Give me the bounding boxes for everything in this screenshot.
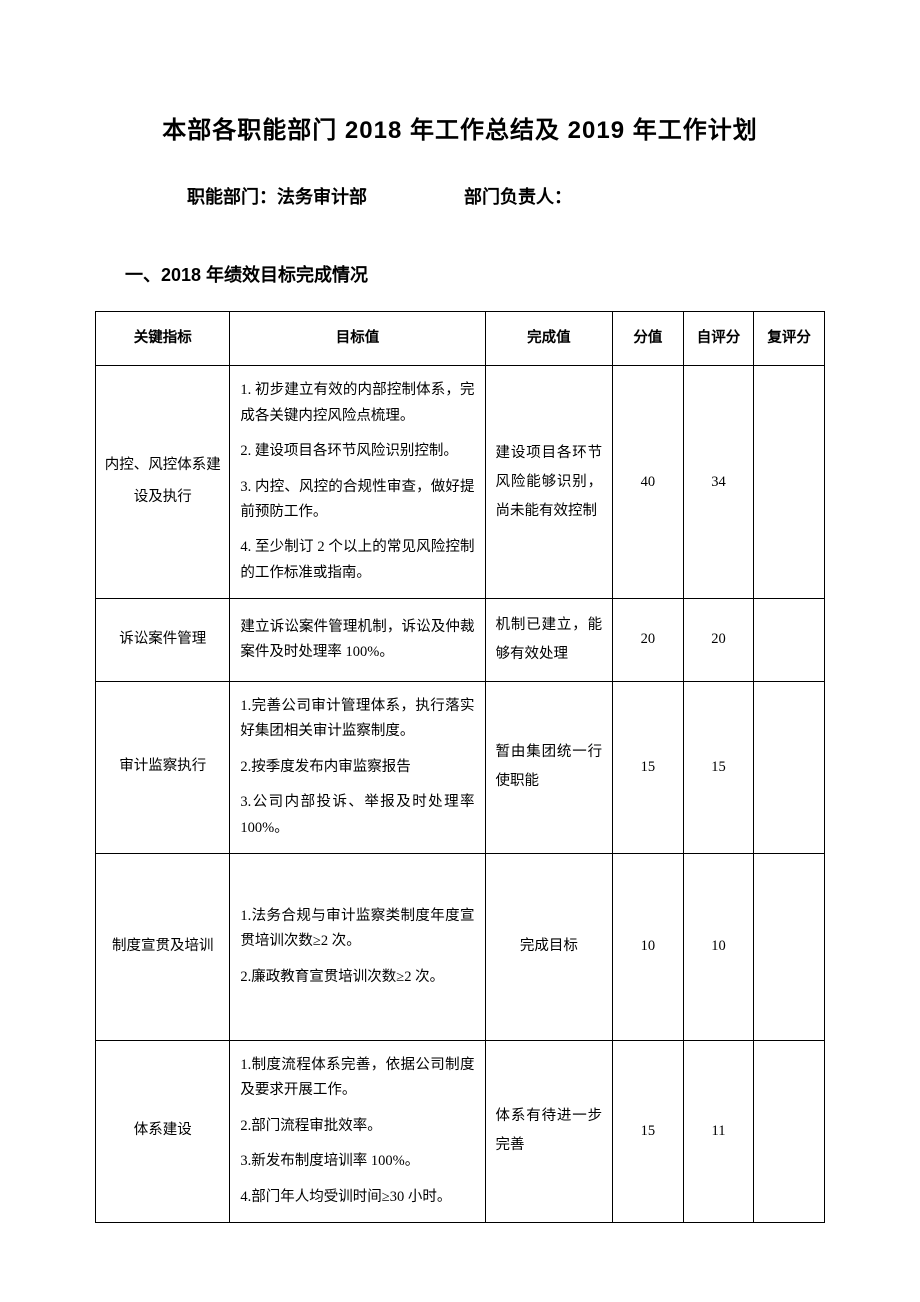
leader-field: 部门负责人： (464, 187, 572, 207)
table-row: 制度宣贯及培训1.法务合规与审计监察类制度年度宣贯培训次数≥2 次。 2.廉政教育… (96, 853, 825, 1040)
target-item: 2.廉政教育宣贯培训次数≥2 次。 (240, 965, 474, 990)
score-cell: 15 (613, 682, 684, 854)
dept-label: 职能部门： (187, 187, 277, 207)
table-row: 体系建设1.制度流程体系完善，依据公司制度及要求开展工作。 2.部门流程审批效率。… (96, 1041, 825, 1223)
target-item: 2. 建设项目各环节风险识别控制。 (240, 439, 474, 464)
target-cell: 建立诉讼案件管理机制，诉讼及仲裁案件及时处理率 100%。 (230, 599, 485, 682)
col-header-indicator: 关键指标 (96, 312, 230, 366)
score-cell: 10 (613, 853, 684, 1040)
subtitle-row: 职能部门：法务审计部 部门负责人： (95, 183, 825, 209)
section-1-heading: 一、2018 年绩效目标完成情况 (95, 261, 825, 287)
target-item: 1. 初步建立有效的内部控制体系，完成各关键内控风险点梳理。 (240, 378, 474, 429)
target-item: 建立诉讼案件管理机制，诉讼及仲裁案件及时处理率 100%。 (240, 615, 474, 666)
target-item: 1.完善公司审计管理体系，执行落实好集团相关审计监察制度。 (240, 694, 474, 745)
indicator-cell: 体系建设 (96, 1041, 230, 1223)
document-title: 本部各职能部门 2018 年工作总结及 2019 年工作计划 (95, 110, 825, 145)
target-cell: 1.法务合规与审计监察类制度年度宣贯培训次数≥2 次。 2.廉政教育宣贯培训次数≥… (230, 853, 485, 1040)
target-item: 1.法务合规与审计监察类制度年度宣贯培训次数≥2 次。 (240, 904, 474, 955)
self-score-cell: 20 (683, 599, 754, 682)
table-row: 诉讼案件管理建立诉讼案件管理机制，诉讼及仲裁案件及时处理率 100%。机制已建立… (96, 599, 825, 682)
target-item: 3.新发布制度培训率 100%。 (240, 1149, 474, 1174)
leader-label: 部门负责人： (464, 187, 572, 207)
indicator-cell: 诉讼案件管理 (96, 599, 230, 682)
complete-cell: 暂由集团统一行使职能 (485, 682, 613, 854)
score-cell: 15 (613, 1041, 684, 1223)
review-score-cell (754, 599, 825, 682)
complete-cell: 完成目标 (485, 853, 613, 1040)
target-item: 3. 内控、风控的合规性审查，做好提前预防工作。 (240, 475, 474, 526)
table-row: 审计监察执行1.完善公司审计管理体系，执行落实好集团相关审计监察制度。 2.按季度… (96, 682, 825, 854)
table-header-row: 关键指标 目标值 完成值 分值 自评分 复评分 (96, 312, 825, 366)
review-score-cell (754, 682, 825, 854)
performance-table: 关键指标 目标值 完成值 分值 自评分 复评分 内控、风控体系建设及执行1. 初… (95, 311, 825, 1223)
target-item: 4.部门年人均受训时间≥30 小时。 (240, 1185, 474, 1210)
target-item: 2.按季度发布内审监察报告 (240, 755, 474, 780)
target-item: 1.制度流程体系完善，依据公司制度及要求开展工作。 (240, 1053, 474, 1104)
review-score-cell (754, 366, 825, 599)
complete-cell: 机制已建立，能够有效处理 (485, 599, 613, 682)
target-item: 2.部门流程审批效率。 (240, 1114, 474, 1139)
table-row: 内控、风控体系建设及执行1. 初步建立有效的内部控制体系，完成各关键内控风险点梳… (96, 366, 825, 599)
indicator-cell: 制度宣贯及培训 (96, 853, 230, 1040)
complete-cell: 建设项目各环节风险能够识别，尚未能有效控制 (485, 366, 613, 599)
target-item: 3.公司内部投诉、举报及时处理率100%。 (240, 790, 474, 841)
target-cell: 1. 初步建立有效的内部控制体系，完成各关键内控风险点梳理。 2. 建设项目各环节… (230, 366, 485, 599)
col-header-complete: 完成值 (485, 312, 613, 366)
self-score-cell: 15 (683, 682, 754, 854)
review-score-cell (754, 853, 825, 1040)
indicator-cell: 审计监察执行 (96, 682, 230, 854)
col-header-review: 复评分 (754, 312, 825, 366)
dept-value: 法务审计部 (277, 187, 367, 207)
score-cell: 20 (613, 599, 684, 682)
target-cell: 1.完善公司审计管理体系，执行落实好集团相关审计监察制度。 2.按季度发布内审监察… (230, 682, 485, 854)
self-score-cell: 11 (683, 1041, 754, 1223)
self-score-cell: 10 (683, 853, 754, 1040)
self-score-cell: 34 (683, 366, 754, 599)
target-cell: 1.制度流程体系完善，依据公司制度及要求开展工作。 2.部门流程审批效率。 3.新发… (230, 1041, 485, 1223)
col-header-score: 分值 (613, 312, 684, 366)
review-score-cell (754, 1041, 825, 1223)
table-body: 内控、风控体系建设及执行1. 初步建立有效的内部控制体系，完成各关键内控风险点梳… (96, 366, 825, 1223)
col-header-target: 目标值 (230, 312, 485, 366)
col-header-self: 自评分 (683, 312, 754, 366)
department-field: 职能部门：法务审计部 (187, 183, 367, 209)
indicator-cell: 内控、风控体系建设及执行 (96, 366, 230, 599)
target-item: 4. 至少制订 2 个以上的常见风险控制的工作标准或指南。 (240, 535, 474, 586)
score-cell: 40 (613, 366, 684, 599)
complete-cell: 体系有待进一步完善 (485, 1041, 613, 1223)
